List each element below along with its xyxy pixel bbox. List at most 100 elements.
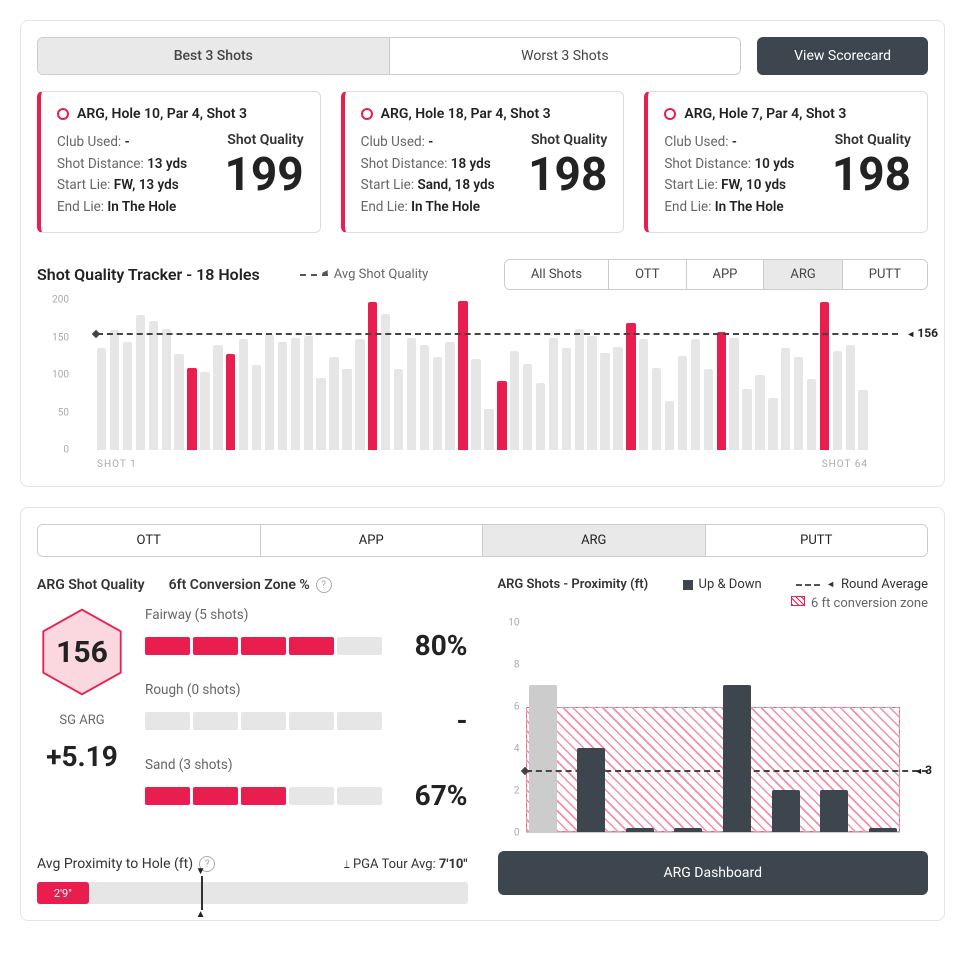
tracker-bar (316, 378, 325, 450)
bottom-panel: OTTAPPARGPUTT ARG Shot Quality 6ft Conve… (20, 507, 945, 921)
tracker-bar (187, 368, 196, 451)
tracker-filter-tabs: All ShotsOTTAPPARGPUTT (504, 259, 928, 290)
x-start-label: SHOT 1 (97, 459, 137, 470)
tracker-bar (97, 348, 106, 450)
sg-arg-value: +5.19 (46, 740, 118, 773)
shot-card[interactable]: ARG, Hole 7, Par 4, Shot 3 Club Used: -S… (644, 91, 928, 233)
tracker-bar (329, 357, 338, 451)
shot-quality-score: 198 (832, 152, 911, 198)
tracker-bar (652, 368, 661, 451)
shot-card-title: ARG, Hole 10, Par 4, Shot 3 (77, 106, 247, 122)
tracker-bar (226, 354, 235, 450)
conversion-row: Sand (3 shots) 67% (145, 757, 468, 812)
shot-card-title: ARG, Hole 18, Par 4, Shot 3 (381, 106, 551, 122)
tracker-bar (291, 338, 300, 451)
tracker-bar (110, 330, 119, 450)
tab-best-shots[interactable]: Best 3 Shots (38, 38, 389, 74)
tracker-bar (729, 338, 738, 451)
tracker-bar (781, 348, 790, 450)
proximity-bar: 2'9" (37, 882, 468, 904)
tracker-bar (278, 342, 287, 451)
conversion-row: Rough (0 shots) - (145, 682, 468, 737)
tracker-header: Shot Quality Tracker - 18 Holes Avg Shot… (37, 259, 928, 290)
tracker-bar (691, 339, 700, 450)
prox-avg-label: 3 (914, 763, 932, 777)
avg-proximity-label: Avg Proximity to Hole (ft) (37, 856, 193, 872)
shot-quality-score: 199 (224, 152, 303, 198)
shot-card[interactable]: ARG, Hole 10, Par 4, Shot 3 Club Used: -… (37, 91, 321, 233)
filter-tab-all shots[interactable]: All Shots (505, 260, 608, 289)
tracker-bar (123, 342, 132, 451)
bottom-tab-putt[interactable]: PUTT (705, 525, 928, 556)
tab-worst-shots[interactable]: Worst 3 Shots (389, 38, 741, 74)
tracker-bar (833, 351, 842, 450)
tracker-bar (497, 381, 506, 450)
help-icon[interactable]: ? (316, 577, 332, 593)
shot-cards-row: ARG, Hole 10, Par 4, Shot 3 Club Used: -… (37, 91, 928, 233)
tracker-bar (613, 347, 622, 451)
arg-prox-title: ARG Shots - Proximity (ft) (498, 577, 649, 592)
tracker-bar (136, 315, 145, 450)
prox-bar (577, 748, 605, 832)
tracker-bar (858, 390, 867, 450)
prox-bar (723, 685, 751, 832)
tracker-bar (626, 323, 635, 451)
tracker-bar (562, 348, 571, 450)
shot-quality-score: 198 (528, 152, 607, 198)
filter-tab-putt[interactable]: PUTT (842, 260, 927, 289)
filter-tab-ott[interactable]: OTT (608, 260, 685, 289)
tracker-bar (587, 336, 596, 450)
prox-bar (869, 828, 897, 832)
pga-tour-avg-label: PGA Tour Avg: (353, 857, 436, 872)
tracker-bar (265, 334, 274, 450)
bottom-tab-arg[interactable]: ARG (482, 525, 705, 556)
tracker-bar (174, 354, 183, 450)
top-control-bar: Best 3 Shots Worst 3 Shots View Scorecar… (37, 37, 928, 75)
sg-arg-label: SG ARG (59, 709, 104, 728)
x-end-label: SHOT 64 (822, 459, 868, 470)
shots-segment: Best 3 Shots Worst 3 Shots (37, 37, 741, 75)
tracker-bar (149, 321, 158, 450)
tracker-bar (252, 365, 261, 451)
tracker-bar (820, 302, 829, 451)
tracker-bar (639, 339, 648, 450)
shot-quality-hexagon: 156 (37, 607, 127, 697)
tracker-bar (523, 364, 532, 450)
tracker-bar (807, 379, 816, 450)
tracker-bar (575, 329, 584, 451)
prox-bar (820, 790, 848, 832)
tracker-bar (304, 336, 313, 450)
tracker-bar (665, 401, 674, 451)
legend-round-avg: Round Average (841, 577, 928, 592)
bottom-tab-ott[interactable]: OTT (38, 525, 260, 556)
tracker-bar (355, 339, 364, 450)
legend-up-down: Up & Down (699, 577, 762, 592)
shot-quality-label: Shot Quality (832, 132, 911, 148)
tracker-bar (342, 369, 351, 450)
tracker-bar (536, 383, 545, 451)
tracker-bar (433, 357, 442, 450)
pga-tour-avg-value: 7'10" (439, 857, 468, 872)
conversion-zone-label: 6ft Conversion Zone % (169, 577, 310, 593)
tracker-bar (368, 302, 377, 451)
filter-tab-arg[interactable]: ARG (763, 260, 841, 289)
avg-shot-quality-legend: Avg Shot Quality (300, 267, 429, 282)
prox-bar (529, 685, 557, 832)
shot-quality-label: Shot Quality (528, 132, 607, 148)
view-scorecard-button[interactable]: View Scorecard (757, 37, 928, 75)
prox-bar (674, 828, 702, 832)
tracker-bar (510, 351, 519, 450)
tracker-bar (704, 369, 713, 450)
filter-tab-app[interactable]: APP (686, 260, 764, 289)
arg-dashboard-button[interactable]: ARG Dashboard (498, 851, 929, 895)
bottom-tab-app[interactable]: APP (260, 525, 483, 556)
tracker-bar (471, 359, 480, 451)
tracker-bar (162, 329, 171, 451)
tracker-bar (484, 409, 493, 450)
tracker-bar (846, 345, 855, 450)
bottom-tabs: OTTAPPARGPUTT (37, 524, 928, 557)
tracker-title: Shot Quality Tracker - 18 Holes (37, 265, 260, 284)
shot-card[interactable]: ARG, Hole 18, Par 4, Shot 3 Club Used: -… (341, 91, 625, 233)
tracker-bar (678, 356, 687, 451)
prox-bar (626, 828, 654, 832)
